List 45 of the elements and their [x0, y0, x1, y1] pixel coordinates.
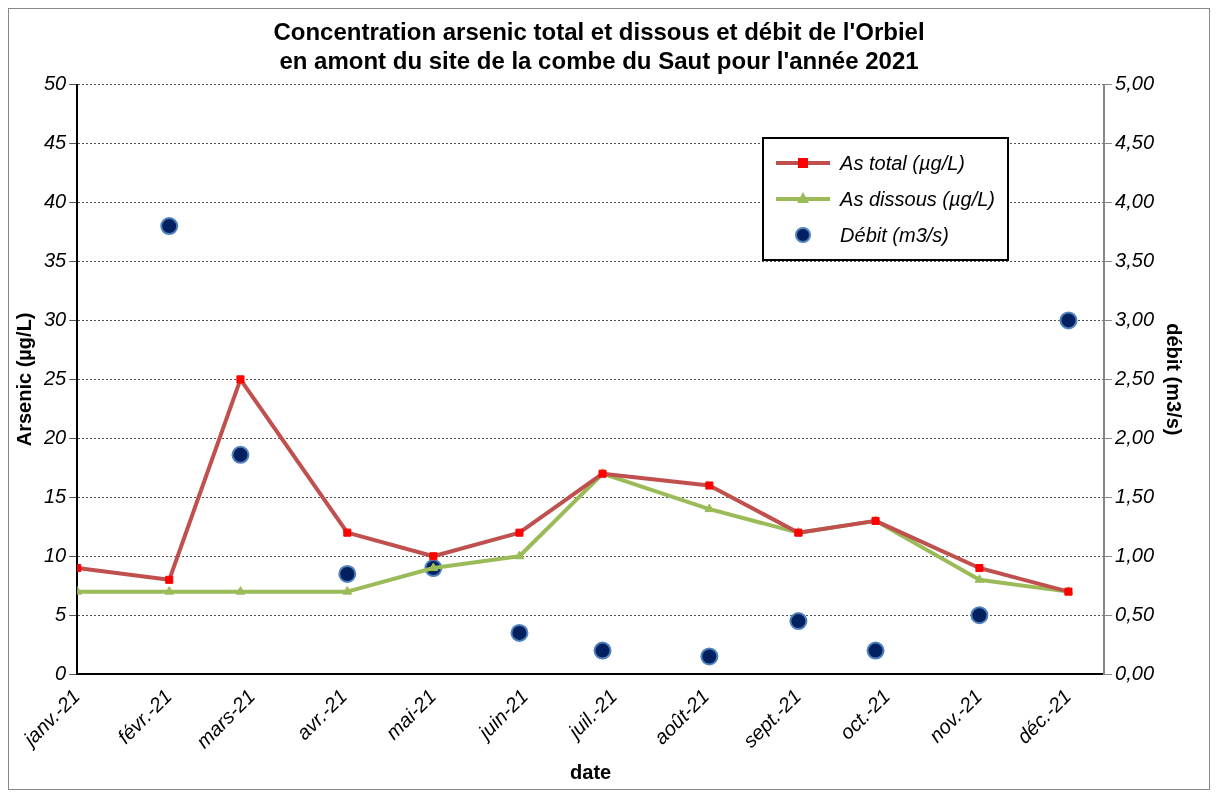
y-tick-label: 50 [44, 72, 67, 95]
point [789, 612, 808, 631]
legend-label: As dissous (µg/L) [840, 187, 995, 211]
point [593, 641, 612, 660]
y2-tick-label: 4,50 [1115, 131, 1155, 154]
y2-tick-label: 0,50 [1115, 602, 1155, 625]
point [1059, 311, 1078, 330]
point [866, 641, 885, 660]
y2-tick-label: 3,00 [1115, 307, 1155, 330]
point [700, 647, 719, 666]
y-tick-label: 40 [44, 190, 67, 213]
y2-tick-label: 1,50 [1115, 484, 1155, 507]
y-axis-title: Arsenic (µg/L) [12, 312, 35, 447]
y-tick-label: 35 [44, 249, 68, 272]
y2-tick-label: 2,50 [1114, 366, 1155, 389]
y-tick-label: 15 [44, 484, 68, 507]
legend-label: Débit (m3/s) [840, 223, 949, 247]
y-tick-label: 5 [55, 602, 68, 625]
point [510, 623, 529, 642]
point [164, 586, 175, 595]
x-axis-title: date [570, 760, 612, 783]
point [235, 586, 246, 595]
point [704, 503, 715, 513]
point [338, 564, 357, 583]
y-tick-label: 45 [44, 131, 68, 154]
y2-axis-title: débit (m3/s) [1163, 323, 1186, 436]
y2-tick-label: 1,00 [1115, 543, 1155, 566]
chart-title: Concentration arsenic total et dissous et débit de l'Orbiel en amont du site de la combe du Saut pour l'année 2021 [273, 18, 925, 74]
legend-label: As total (µg/L) [840, 151, 965, 175]
y2-tick-label: 0,00 [1115, 661, 1155, 684]
y-tick-label: 30 [44, 307, 67, 330]
y2-tick-label: 5,00 [1115, 72, 1155, 95]
y-tick-label: 20 [43, 425, 67, 448]
point [342, 586, 353, 595]
point [970, 606, 989, 625]
point [231, 445, 250, 464]
point [974, 574, 985, 583]
y-tick-label: 0 [55, 661, 67, 684]
point [514, 550, 525, 560]
y-tick-label: 10 [44, 543, 67, 566]
y2-tick-label: 3,50 [1115, 249, 1155, 272]
y2-tick-label: 4,00 [1115, 190, 1155, 213]
point [160, 217, 179, 236]
y-tick-label: 25 [43, 366, 68, 389]
y2-tick-label: 2,00 [1114, 425, 1155, 448]
